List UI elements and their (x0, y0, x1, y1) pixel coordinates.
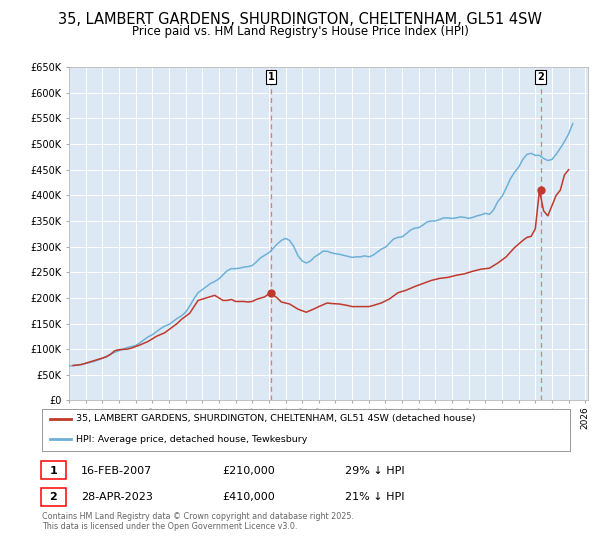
Text: 2: 2 (537, 72, 544, 82)
Text: £410,000: £410,000 (222, 492, 275, 502)
Text: 16-FEB-2007: 16-FEB-2007 (81, 466, 152, 476)
Text: Contains HM Land Registry data © Crown copyright and database right 2025.
This d: Contains HM Land Registry data © Crown c… (42, 512, 354, 531)
Text: 21% ↓ HPI: 21% ↓ HPI (345, 492, 404, 502)
Text: £210,000: £210,000 (222, 466, 275, 476)
Text: 2: 2 (50, 492, 57, 502)
Text: Price paid vs. HM Land Registry's House Price Index (HPI): Price paid vs. HM Land Registry's House … (131, 25, 469, 38)
Text: 35, LAMBERT GARDENS, SHURDINGTON, CHELTENHAM, GL51 4SW (detached house): 35, LAMBERT GARDENS, SHURDINGTON, CHELTE… (76, 414, 476, 423)
Text: 29% ↓ HPI: 29% ↓ HPI (345, 466, 404, 476)
Point (266, 288, 276, 297)
Text: 35, LAMBERT GARDENS, SHURDINGTON, CHELTENHAM, GL51 4SW: 35, LAMBERT GARDENS, SHURDINGTON, CHELTE… (58, 12, 542, 27)
Point (536, 186, 545, 195)
Text: 1: 1 (268, 72, 274, 82)
Text: 1: 1 (50, 466, 57, 476)
Text: 28-APR-2023: 28-APR-2023 (81, 492, 153, 502)
Text: HPI: Average price, detached house, Tewkesbury: HPI: Average price, detached house, Tewk… (76, 435, 308, 444)
